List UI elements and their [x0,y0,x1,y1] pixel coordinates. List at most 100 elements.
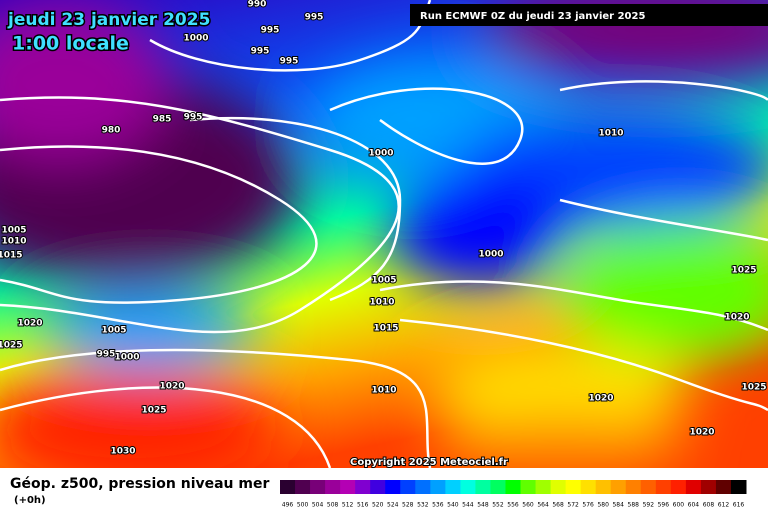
colorbar-swatch [355,480,371,494]
isobar-label: 1005 [101,326,126,336]
copyright: Copyright 2025 Meteociel.fr [350,457,508,468]
colorbar-swatch [565,480,582,494]
map-time: 1:00 locale [12,33,129,55]
colorbar-label: 612 [718,502,730,509]
colorbar-label: 532 [417,502,429,509]
footer-title: Géop. z500, pression niveau mer [10,476,269,492]
colorbar-label: 584 [612,502,624,509]
colorbar-label: 580 [597,502,609,509]
colorbar-swatch [715,480,732,494]
colorbar-label: 520 [372,502,384,509]
colorbar-label: 556 [507,502,519,509]
colorbar-swatch [520,480,537,494]
isobar-label: 1010 [1,237,26,247]
colorbar-label: 516 [357,502,369,509]
isobar-label: 1020 [724,313,749,323]
colorbar-swatch [460,480,476,494]
isobar-label: 1005 [371,276,396,286]
isobar-label: 1020 [588,394,613,404]
colorbar-label: 500 [297,502,309,509]
colorbar-label: 524 [387,502,399,509]
colorbar-label: 560 [522,502,534,509]
isobars [0,0,768,468]
colorbar-swatch [280,480,296,494]
colorbar-swatch [475,480,491,494]
colorbar-label: 544 [462,502,474,509]
colorbar-swatch [580,480,597,494]
colorbar-swatch [415,480,431,494]
colorbar-swatch [310,480,326,494]
colorbar-label: 600 [673,502,685,509]
isobar-label: 995 [261,26,280,36]
colorbar-swatch [430,480,446,494]
colorbar-swatch [370,480,386,494]
isobar-label: 1000 [478,250,503,260]
colorbar-label: 588 [628,502,640,509]
isobar-label: 995 [305,13,324,23]
colorbar-swatch [295,480,311,494]
isobar-label: 1000 [183,34,208,44]
run-banner [410,4,768,26]
isobar-label: 1015 [373,324,398,334]
map-date: jeudi 23 janvier 2025 [7,10,210,30]
colorbar-label: 608 [703,502,715,509]
colorbar-label: 604 [688,502,700,509]
colorbar-swatch [535,480,552,494]
colorbar-label: 576 [582,502,594,509]
isobar-label: 1000 [368,149,393,159]
isobar-label: 1030 [110,447,135,457]
colorbar-label: 512 [342,502,354,509]
isobar-label: 995 [97,350,116,360]
colorbar-swatch [595,480,612,494]
isobar-label: 1025 [141,406,166,416]
isobar-label: 1015 [0,251,23,261]
footer-lead: (+0h) [14,495,46,506]
isobar-label: 995 [184,113,203,123]
run-label: Run ECMWF 0Z du jeudi 23 janvier 2025 [420,11,645,22]
isobar-label: 1010 [369,298,394,308]
isobar-label: 995 [251,47,270,57]
colorbar-swatch [685,480,702,494]
colorbar-swatch [730,480,747,494]
isobar-label: 1010 [598,129,623,139]
colorbar-label: 596 [658,502,670,509]
colorbar-swatch [610,480,627,494]
isobar-label: 1020 [17,319,42,329]
isobar-label: 1025 [731,266,756,276]
colorbar-label: 572 [567,502,579,509]
colorbar-label: 592 [643,502,655,509]
colorbar-label: 528 [402,502,414,509]
colorbar-label: 552 [492,502,504,509]
colorbar-swatch [670,480,687,494]
colorbar-label: 616 [733,502,745,509]
colorbar-swatch [625,480,642,494]
map-field [0,0,768,468]
isobar-label: 1025 [741,383,766,393]
isobar-label: 1005 [1,226,26,236]
colorbar-swatch [385,480,401,494]
colorbar-swatch [325,480,341,494]
isobar-label: 1020 [689,428,714,438]
isobar-label: 1025 [0,341,23,351]
colorbar-label: 548 [477,502,489,509]
isobar-label: 980 [102,126,121,136]
isobar-label: 1000 [114,353,139,363]
colorbar-label: 564 [537,502,549,509]
colorbar-swatch [445,480,461,494]
colorbar-label: 496 [282,502,294,509]
isobar-label: 990 [248,0,267,10]
colorbar-label: 504 [312,502,324,509]
colorbar-label: 540 [447,502,459,509]
colorbar-label: 536 [432,502,444,509]
colorbar-label: 568 [552,502,564,509]
colorbar-swatch [505,480,522,494]
colorbar-label: 508 [327,502,339,509]
colorbar-swatch [655,480,672,494]
isobar-label: 985 [153,115,172,125]
colorbar-swatch [550,480,567,494]
colorbar-swatch [700,480,717,494]
colorbar-swatch [490,480,506,494]
colorbar-swatch [340,480,356,494]
isobar-label: 995 [280,57,299,67]
